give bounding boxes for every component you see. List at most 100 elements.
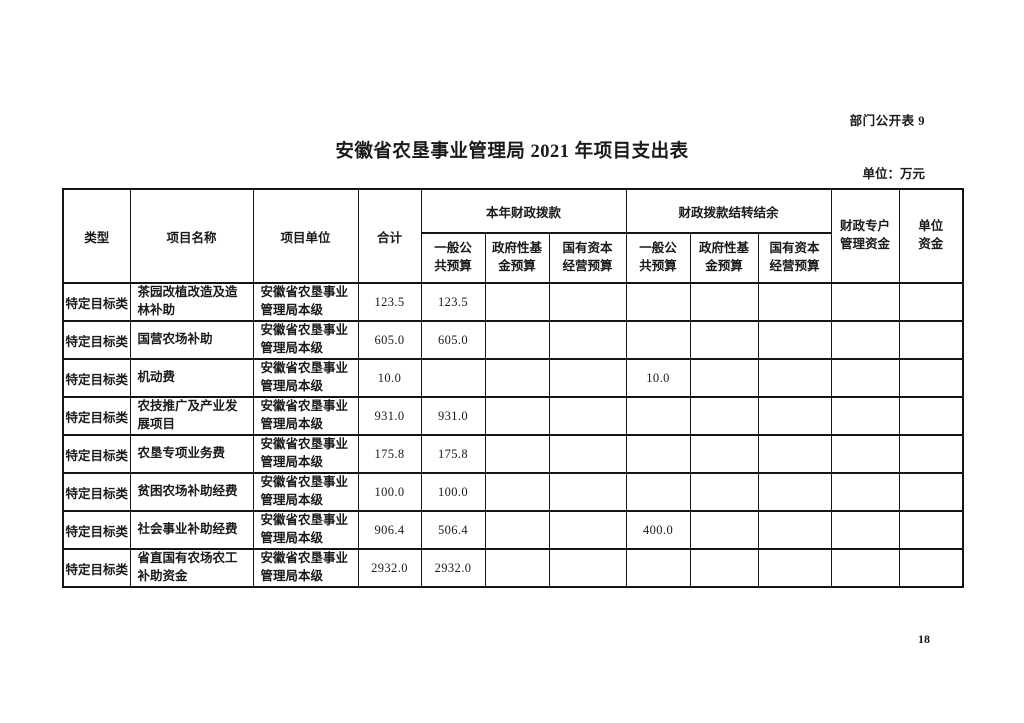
cell-project-name: 机动费 (129, 358, 254, 398)
col-header-fiscal-special-account: 财政专户 管理资金 (830, 188, 900, 284)
col-header-total: 合计 (357, 188, 422, 284)
cell-co-gov-fund (689, 282, 759, 322)
cell-cy-state-capital (548, 434, 627, 474)
page-number: 18 (918, 632, 930, 646)
cell-co-general (625, 548, 691, 588)
cell-cy-general (420, 358, 486, 398)
cell-project-unit: 安徽省农垦事业 管理局本级 (252, 320, 359, 360)
cell-fiscal-special (830, 396, 900, 436)
cell-project-unit: 安徽省农垦事业 管理局本级 (252, 396, 359, 436)
cell-type: 特定目标类 (62, 510, 131, 550)
cell-project-unit: 安徽省农垦事业 管理局本级 (252, 510, 359, 550)
page-title: 安徽省农垦事业管理局 2021 年项目支出表 (335, 142, 689, 162)
cell-project-name: 国营农场补助 (129, 320, 254, 360)
cell-fiscal-special (830, 548, 900, 588)
unit-note: 单位：万元 (862, 167, 925, 181)
cell-total: 2932.0 (357, 548, 422, 588)
cell-cy-general: 506.4 (420, 510, 486, 550)
cell-cy-gov-fund (484, 510, 550, 550)
cell-co-state-capital (757, 320, 832, 360)
cell-project-unit: 安徽省农垦事业 管理局本级 (252, 472, 359, 512)
cell-cy-state-capital (548, 472, 627, 512)
col-header-unit-funds: 单位 资金 (898, 188, 964, 284)
cell-type: 特定目标类 (62, 434, 131, 474)
cell-unit-funds (898, 510, 964, 550)
corner-label: 部门公开表 9 (849, 114, 925, 128)
cell-co-general: 400.0 (625, 510, 691, 550)
cell-project-name: 省直国有农场农工 补助资金 (129, 548, 254, 588)
cell-project-unit: 安徽省农垦事业 管理局本级 (252, 548, 359, 588)
cell-co-gov-fund (689, 434, 759, 474)
cell-co-gov-fund (689, 472, 759, 512)
cell-project-name: 茶园改植改造及造 林补助 (129, 282, 254, 322)
cell-unit-funds (898, 282, 964, 322)
cell-co-gov-fund (689, 320, 759, 360)
cell-total: 100.0 (357, 472, 422, 512)
col-header-type: 类型 (62, 188, 131, 284)
subcol-header-co-general-budget: 一般公 共预算 (625, 232, 691, 284)
cell-type: 特定目标类 (62, 548, 131, 588)
group-header-carryover: 财政拨款结转结余 (625, 188, 832, 234)
cell-project-unit: 安徽省农垦事业 管理局本级 (252, 282, 359, 322)
cell-cy-general: 100.0 (420, 472, 486, 512)
cell-total: 10.0 (357, 358, 422, 398)
cell-co-gov-fund (689, 510, 759, 550)
cell-cy-state-capital (548, 282, 627, 322)
cell-fiscal-special (830, 358, 900, 398)
cell-type: 特定目标类 (62, 358, 131, 398)
table-row: 特定目标类 国营农场补助 安徽省农垦事业 管理局本级 605.0 605.0 (62, 320, 964, 360)
col-header-project-name: 项目名称 (129, 188, 254, 284)
cell-cy-state-capital (548, 510, 627, 550)
cell-cy-general: 2932.0 (420, 548, 486, 588)
cell-cy-gov-fund (484, 396, 550, 436)
cell-co-general (625, 282, 691, 322)
cell-total: 175.8 (357, 434, 422, 474)
table-row: 特定目标类 农技推广及产业发 展项目 安徽省农垦事业 管理局本级 931.0 9… (62, 396, 964, 436)
table-row: 特定目标类 省直国有农场农工 补助资金 安徽省农垦事业 管理局本级 2932.0… (62, 548, 964, 588)
cell-cy-gov-fund (484, 548, 550, 588)
cell-fiscal-special (830, 320, 900, 360)
cell-cy-state-capital (548, 358, 627, 398)
cell-project-name: 农技推广及产业发 展项目 (129, 396, 254, 436)
subcol-header-cy-state-capital-budget: 国有资本 经营预算 (548, 232, 627, 284)
cell-total: 931.0 (357, 396, 422, 436)
subcol-header-co-gov-fund-budget: 政府性基 金预算 (689, 232, 759, 284)
cell-unit-funds (898, 472, 964, 512)
cell-co-gov-fund (689, 548, 759, 588)
cell-co-general (625, 320, 691, 360)
cell-unit-funds (898, 548, 964, 588)
group-header-current-year: 本年财政拨款 (420, 188, 627, 234)
cell-cy-state-capital (548, 396, 627, 436)
cell-cy-general: 605.0 (420, 320, 486, 360)
cell-fiscal-special (830, 510, 900, 550)
cell-unit-funds (898, 434, 964, 474)
cell-co-general: 10.0 (625, 358, 691, 398)
table-row: 特定目标类 茶园改植改造及造 林补助 安徽省农垦事业 管理局本级 123.5 1… (62, 282, 964, 322)
cell-co-state-capital (757, 282, 832, 322)
subcol-header-cy-general-budget: 一般公 共预算 (420, 232, 486, 284)
cell-project-name: 贫困农场补助经费 (129, 472, 254, 512)
cell-co-state-capital (757, 548, 832, 588)
cell-type: 特定目标类 (62, 396, 131, 436)
subcol-header-cy-gov-fund-budget: 政府性基 金预算 (484, 232, 550, 284)
cell-co-general (625, 434, 691, 474)
col-header-project-unit: 项目单位 (252, 188, 359, 284)
table-row: 特定目标类 社会事业补助经费 安徽省农垦事业 管理局本级 906.4 506.4… (62, 510, 964, 550)
header-row-groups: 类型 项目名称 项目单位 合计 本年财政拨款 财政拨款结转结余 财政专户 管理资… (62, 188, 964, 284)
cell-co-state-capital (757, 396, 832, 436)
cell-cy-gov-fund (484, 472, 550, 512)
expenditure-table: 类型 项目名称 项目单位 合计 本年财政拨款 财政拨款结转结余 财政专户 管理资… (62, 188, 965, 588)
subcol-header-co-state-capital-budget: 国有资本 经营预算 (757, 232, 832, 284)
cell-co-state-capital (757, 510, 832, 550)
cell-total: 123.5 (357, 282, 422, 322)
cell-cy-general: 931.0 (420, 396, 486, 436)
cell-co-state-capital (757, 358, 832, 398)
table-row: 特定目标类 机动费 安徽省农垦事业 管理局本级 10.0 10.0 (62, 358, 964, 398)
cell-co-general (625, 472, 691, 512)
cell-unit-funds (898, 396, 964, 436)
cell-project-name: 农垦专项业务费 (129, 434, 254, 474)
cell-cy-gov-fund (484, 434, 550, 474)
cell-type: 特定目标类 (62, 472, 131, 512)
cell-total: 906.4 (357, 510, 422, 550)
